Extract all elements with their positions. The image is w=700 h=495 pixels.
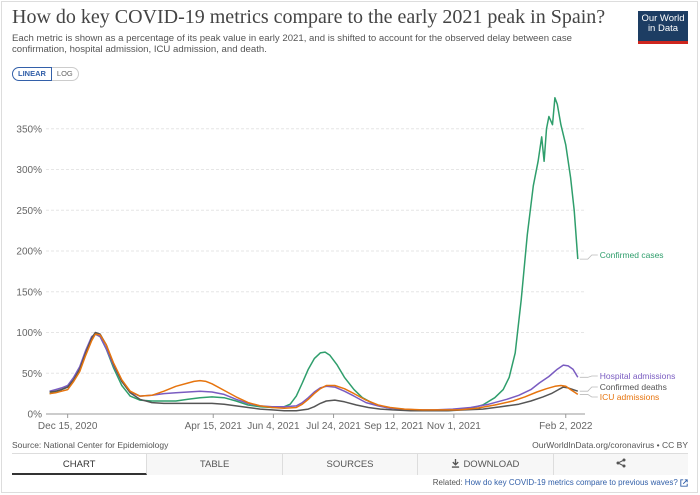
legend-label-confirmed-deaths[interactable]: Confirmed deaths <box>600 382 667 392</box>
y-tick-label: 200% <box>16 247 42 258</box>
logo-line-2: in Data <box>647 23 679 34</box>
tab-sources[interactable]: SOURCES <box>282 454 419 475</box>
logo-accent-bar <box>638 41 688 44</box>
series-line-confirmed-deaths[interactable] <box>49 331 579 412</box>
y-tick-label: 350% <box>16 124 42 135</box>
legend-connector-hospital-admissions <box>579 375 598 378</box>
related-link-row: Related: How do key COVID-19 metrics com… <box>433 478 688 487</box>
x-tick-label: Dec 15, 2020 <box>38 421 98 432</box>
y-axis-ticks: 0% 50% 100% 150% 200% 250% 300% 350% <box>16 124 42 420</box>
line-chart: 0% 50% 100% 150% 200% 250% 300% 350% Dec 15, 20… <box>16 97 676 432</box>
credit-note[interactable]: OurWorldInData.org/coronavirus • CC BY <box>532 440 688 450</box>
download-icon <box>452 459 460 468</box>
legend-connector-confirmed-deaths <box>579 386 598 392</box>
legend-label-icu-admissions[interactable]: ICU admissions <box>600 392 660 402</box>
tab-share[interactable] <box>553 454 689 475</box>
tab-bar: CHART TABLE SOURCES DOWNLOAD <box>12 453 689 475</box>
share-icon <box>616 458 626 468</box>
x-tick-label: Jul 24, 2021 <box>306 421 361 432</box>
x-tick-label: Sep 12, 2021 <box>364 421 424 432</box>
source-note[interactable]: Source: National Center for Epidemiology <box>12 440 169 450</box>
legend: Confirmed cases Hospital admissionsConfir… <box>579 250 676 402</box>
y-tick-label: 250% <box>16 206 42 217</box>
series-line-hospital-admissions[interactable] <box>49 333 579 411</box>
x-tick-label: Nov 1, 2021 <box>427 421 481 432</box>
tab-chart[interactable]: CHART <box>12 454 148 475</box>
tab-download[interactable]: DOWNLOAD <box>418 454 554 475</box>
legend-label-confirmed-cases[interactable]: Confirmed cases <box>600 250 664 260</box>
related-link[interactable]: How do key COVID-19 metrics compare to p… <box>464 478 678 487</box>
tab-table[interactable]: TABLE <box>147 454 283 475</box>
related-prefix: Related: <box>432 478 463 487</box>
y-tick-label: 150% <box>16 287 42 298</box>
scale-toggle: LINEAR LOG <box>12 67 79 81</box>
chart-subtitle: Each metric is shown as a percentage of … <box>12 33 572 55</box>
x-axis-ticks: Dec 15, 2020 Apr 15, 2021 Jun 4, 2021 Jul 2… <box>38 414 593 432</box>
legend-connector-confirmed-cases <box>579 254 598 260</box>
download-label: DOWNLOAD <box>463 459 520 470</box>
legend-label-hospital-admissions[interactable]: Hospital admissions <box>600 371 676 381</box>
chart-title: How do key COVID-19 metrics compare to t… <box>12 6 606 28</box>
series-lines <box>49 97 579 412</box>
gridlines <box>46 128 585 415</box>
x-tick-label: Feb 2, 2022 <box>539 421 593 432</box>
logo-line-1: Our World <box>641 13 685 24</box>
external-link-icon <box>680 479 688 487</box>
linear-scale-button[interactable]: LINEAR <box>12 67 52 81</box>
x-tick-label: Apr 15, 2021 <box>185 421 243 432</box>
series-line-confirmed-cases[interactable] <box>49 97 579 412</box>
y-tick-label: 0% <box>28 410 43 421</box>
owid-logo[interactable]: Our World in Data <box>638 11 688 44</box>
y-tick-label: 300% <box>16 165 42 176</box>
x-tick-label: Jun 4, 2021 <box>247 421 300 432</box>
y-tick-label: 50% <box>22 369 42 380</box>
legend-connector-icu-admissions <box>579 394 598 398</box>
log-scale-button[interactable]: LOG <box>51 67 79 81</box>
y-tick-label: 100% <box>16 328 42 339</box>
series-line-icu-admissions[interactable] <box>49 333 579 411</box>
